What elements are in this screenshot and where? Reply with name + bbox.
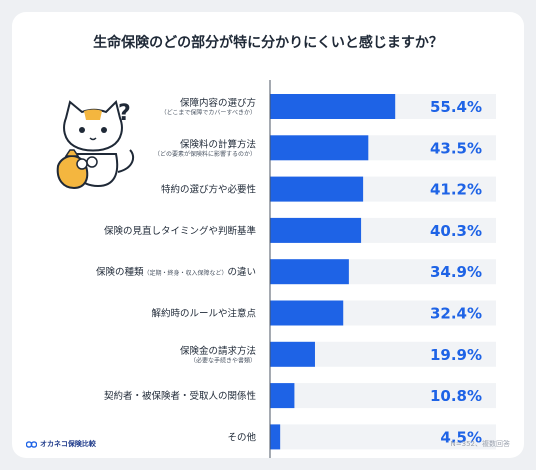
sample-note: N=352、複数回答 xyxy=(450,440,510,448)
category-note: （必要な手続きや書類） xyxy=(190,356,256,364)
bar xyxy=(270,217,362,243)
okaneco-logo-icon xyxy=(26,440,37,448)
bar xyxy=(270,383,295,409)
data-label: 19.9% xyxy=(430,346,482,364)
chart-card: 生命保険のどの部分が特に分かりにくいと感じますか？ ? 保障内容の選び方 （どこま… xyxy=(12,12,524,458)
bar xyxy=(270,176,364,202)
bar xyxy=(270,341,315,367)
category-label: 契約者・被保険者・受取人の関係性 xyxy=(104,390,257,402)
bar-track xyxy=(270,383,496,409)
category-label: 保険料の計算方法 xyxy=(180,138,256,150)
footer-brand: オカネコ保険比較 xyxy=(26,439,96,449)
bar xyxy=(270,135,369,161)
data-label: 34.9% xyxy=(430,263,482,281)
chart-title: 生命保険のどの部分が特に分かりにくいと感じますか？ xyxy=(93,35,443,51)
category-label: 保障内容の選び方 xyxy=(180,97,256,109)
category-note: （どこまで保障でカバーすべきか） xyxy=(161,109,256,117)
category-label-main: 保険の種類 xyxy=(96,266,144,278)
cat-mascot-icon: ? xyxy=(56,100,135,190)
data-label: 40.3% xyxy=(430,222,482,240)
bar xyxy=(270,94,396,119)
category-label: 保険の種類（定期・終身・収入保障など）の違い xyxy=(96,266,256,278)
bar xyxy=(270,300,344,326)
brand-name: オカネコ保険比較 xyxy=(40,440,96,448)
data-label: 55.4% xyxy=(430,98,482,116)
bar-track xyxy=(270,424,496,450)
category-label: 保険金の請求方法 xyxy=(180,345,256,357)
data-label: 4.5% xyxy=(440,428,482,446)
data-label: 10.8% xyxy=(430,387,482,405)
category-label: 解約時のルールや注意点 xyxy=(151,308,256,320)
bar-chart: 保障内容の選び方（どこまで保障でカバーすべきか） 55.4% 保険料の計算方法（どの… xyxy=(96,80,496,458)
bar xyxy=(270,424,281,450)
data-label: 43.5% xyxy=(430,139,482,157)
bar xyxy=(270,259,349,285)
category-note: （定期・終身・収入保障など） xyxy=(143,269,227,277)
data-label: 32.4% xyxy=(430,305,482,323)
category-label: その他 xyxy=(227,431,256,443)
category-note: （どの要素が保険料に影響するのか） xyxy=(154,150,256,158)
category-label: 保険の見直しタイミングや判断基準 xyxy=(104,225,257,237)
category-label-suffix: の違い xyxy=(227,266,256,278)
data-label: 41.2% xyxy=(430,181,482,199)
category-label: 特約の選び方や必要性 xyxy=(161,184,257,196)
